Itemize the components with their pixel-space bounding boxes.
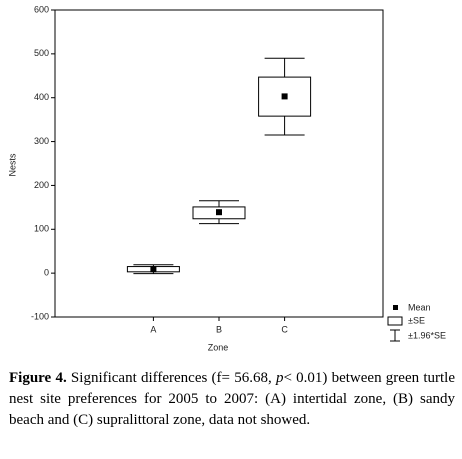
- caption-text: Significant differences (f= 56.68,: [66, 370, 276, 386]
- caption-label: Figure 4.: [9, 370, 67, 386]
- legend-label: Mean: [408, 302, 431, 312]
- legend-label: ±1.96*SE: [408, 330, 446, 340]
- legend-se-box: [387, 316, 403, 326]
- mean-marker: [150, 266, 157, 273]
- y-axis-label: Nests: [7, 153, 17, 177]
- y-tick-label: 100: [34, 224, 49, 234]
- caption-text: < 0.01) between green turtle nest site p…: [9, 370, 455, 428]
- se-box: [258, 76, 312, 117]
- chart: Zone Nests -100 0 100 200 300 400 500 600 A B C Mea…: [7, 4, 446, 352]
- y-tick-label: 400: [34, 92, 49, 102]
- x-tick-label: C: [281, 324, 288, 334]
- y-tick-label: 600: [34, 4, 49, 14]
- y-tick-label: 200: [34, 180, 49, 190]
- y-tick-label: -100: [31, 311, 49, 321]
- x-tick-label: A: [150, 324, 156, 334]
- x-tick-label: B: [216, 324, 222, 334]
- mean-marker: [216, 209, 222, 216]
- x-axis-label: Zone: [208, 342, 229, 352]
- legend-label: ±SE: [408, 315, 425, 325]
- plot-frame: [54, 9, 384, 318]
- mean-marker: [281, 93, 288, 100]
- caption-text: p: [275, 370, 284, 386]
- y-tick-label: 300: [34, 136, 49, 146]
- y-tick-label: 500: [34, 48, 49, 58]
- caption: Figure 4. Significant differences (f= 56…: [9, 368, 455, 431]
- y-tick-label: 0: [44, 268, 49, 278]
- legend-mean-marker: [393, 305, 398, 310]
